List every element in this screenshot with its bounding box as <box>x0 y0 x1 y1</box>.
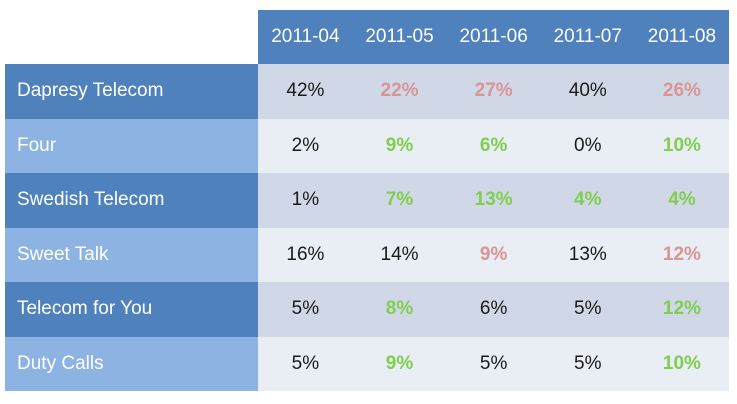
table-row: Duty Calls 5% 9% 5% 5% 10% <box>5 336 729 391</box>
table-cell: 16% <box>258 227 353 282</box>
table-cell: 5% <box>540 282 635 337</box>
table-cell: 9% <box>446 227 541 282</box>
row-label: Dapresy Telecom <box>5 64 259 119</box>
row-label: Sweet Talk <box>5 227 259 282</box>
table-cell: 1% <box>258 173 353 228</box>
table-cell: 10% <box>634 336 729 391</box>
table-cell: 22% <box>352 64 447 119</box>
column-header: 2011-07 <box>540 10 635 64</box>
table-cell: 10% <box>634 118 729 173</box>
table-cell: 27% <box>446 64 541 119</box>
table-cell: 6% <box>446 118 541 173</box>
header-row: 2011-04 2011-05 2011-06 2011-07 2011-08 <box>5 10 729 64</box>
column-header: 2011-04 <box>258 10 353 64</box>
row-label: Four <box>5 118 259 173</box>
data-table-container: 2011-04 2011-05 2011-06 2011-07 2011-08 … <box>5 10 729 391</box>
table-cell: 5% <box>540 336 635 391</box>
table-cell: 42% <box>258 64 353 119</box>
table-cell: 6% <box>446 282 541 337</box>
table-cell: 5% <box>258 282 353 337</box>
corner-cell <box>5 10 259 64</box>
table-cell: 9% <box>352 118 447 173</box>
table-cell: 13% <box>446 173 541 228</box>
table-cell: 5% <box>446 336 541 391</box>
table-cell: 0% <box>540 118 635 173</box>
table-cell: 8% <box>352 282 447 337</box>
table-cell: 2% <box>258 118 353 173</box>
operator-percent-table: 2011-04 2011-05 2011-06 2011-07 2011-08 … <box>5 10 729 391</box>
column-header: 2011-08 <box>634 10 729 64</box>
table-row: Telecom for You 5% 8% 6% 5% 12% <box>5 282 729 337</box>
table-cell: 9% <box>352 336 447 391</box>
table-cell: 14% <box>352 227 447 282</box>
table-cell: 13% <box>540 227 635 282</box>
table-cell: 4% <box>540 173 635 228</box>
table-cell: 7% <box>352 173 447 228</box>
table-row: Sweet Talk 16% 14% 9% 13% 12% <box>5 227 729 282</box>
table-cell: 5% <box>258 336 353 391</box>
table-row: Dapresy Telecom 42% 22% 27% 40% 26% <box>5 64 729 119</box>
row-label: Swedish Telecom <box>5 173 259 228</box>
table-cell: 40% <box>540 64 635 119</box>
row-label: Duty Calls <box>5 336 259 391</box>
table-cell: 12% <box>634 282 729 337</box>
table-cell: 4% <box>634 173 729 228</box>
row-label: Telecom for You <box>5 282 259 337</box>
table-row: Swedish Telecom 1% 7% 13% 4% 4% <box>5 173 729 228</box>
table-cell: 26% <box>634 64 729 119</box>
table-cell: 12% <box>634 227 729 282</box>
column-header: 2011-05 <box>352 10 447 64</box>
table-row: Four 2% 9% 6% 0% 10% <box>5 118 729 173</box>
column-header: 2011-06 <box>446 10 541 64</box>
